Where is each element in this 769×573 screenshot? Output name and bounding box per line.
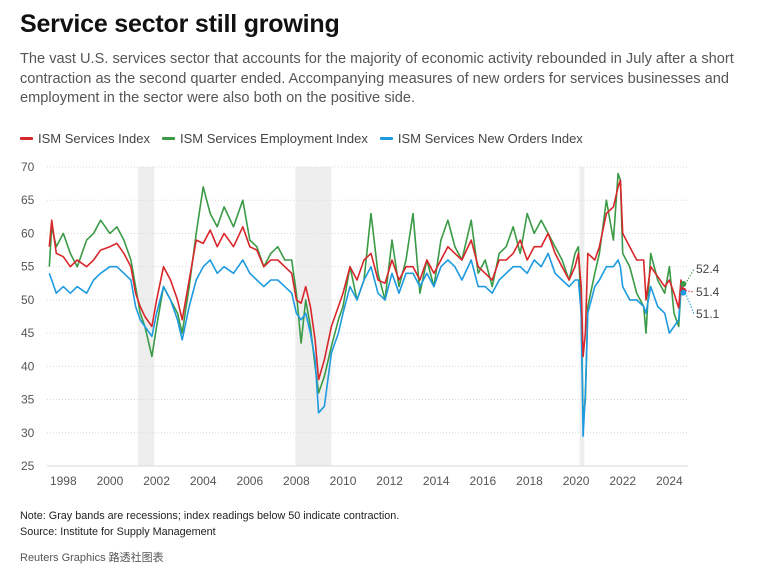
x-axis-tick-labels: 1998 2000 2002 2004 2006 2008 2010 2012 2014 2016… [50,474,683,488]
legend-item-new-orders: ISM Services New Orders Index [379,131,583,146]
recession-band-1 [137,167,155,466]
x-tick-label-2020: 2020 [563,474,590,488]
legend-item-employment: ISM Services Employment Index [162,131,368,146]
y-tick-label-55: 55 [21,260,35,274]
x-tick-label-2022: 2022 [609,474,636,488]
series-line-services [48,179,685,381]
x-tick-label-1998: 1998 [50,474,77,488]
y-tick-label-70: 70 [21,160,35,174]
chart-note: Note: Gray bands are recessions; index r… [20,510,400,522]
recession-bands [137,167,585,466]
end-value-labels: 51.4 52.4 51.1 [680,262,720,321]
end-leader-services [685,290,695,293]
legend-swatch-new-orders [379,137,393,140]
y-tick-label-65: 65 [21,193,35,207]
legend-label-employment: ISM Services Employment Index [180,131,368,146]
end-label-services: 51.4 [696,285,720,299]
x-tick-label-2012: 2012 [376,474,403,488]
y-tick-label-45: 45 [21,326,35,340]
series-line-employment [48,172,685,421]
legend: ISM Services Index ISM Services Employme… [20,131,583,146]
y-tick-label-60: 60 [21,226,35,240]
line-chart: 25 30 35 40 45 50 55 60 65 70 1998 2000 2002 2004 200… [21,160,720,488]
x-tick-label-2016: 2016 [470,474,497,488]
legend-swatch-employment [162,137,175,140]
x-tick-label-2008: 2008 [283,474,310,488]
series-line-new-orders [48,252,685,437]
x-tick-label-2018: 2018 [516,474,543,488]
legend-swatch-services [20,137,33,140]
x-tick-label-2002: 2002 [143,474,170,488]
y-tick-label-40: 40 [21,359,35,373]
end-dot-employment [680,280,687,287]
y-tick-label-25: 25 [21,459,35,473]
x-tick-label-2024: 2024 [656,474,683,488]
x-tick-label-2004: 2004 [190,474,217,488]
x-tick-label-2010: 2010 [330,474,357,488]
y-axis-tick-labels: 25 30 35 40 45 50 55 60 65 70 [21,160,35,473]
x-tick-label-2000: 2000 [97,474,124,488]
end-leader-employment [684,268,695,285]
y-tick-label-30: 30 [21,426,35,440]
series-lines [48,172,685,437]
end-leader-new-orders [684,292,695,315]
chart-source: Source: Institute for Supply Management [20,526,216,538]
y-tick-label-35: 35 [21,393,35,407]
recession-band-2 [295,167,332,466]
end-label-new-orders: 51.1 [696,307,720,321]
x-tick-label-2006: 2006 [236,474,263,488]
chart-title: Service sector still growing [20,10,340,38]
end-dot-new-orders [680,289,687,296]
end-label-employment: 52.4 [696,262,720,276]
chart-subtitle: The vast U.S. services sector that accou… [20,51,734,106]
y-tick-label-50: 50 [21,293,35,307]
graphics-credit: Reuters Graphics 路透社图表 [20,552,164,564]
legend-item-services: ISM Services Index [20,131,150,146]
x-tick-label-2014: 2014 [423,474,450,488]
legend-label-new-orders: ISM Services New Orders Index [397,131,583,146]
legend-label-services: ISM Services Index [38,131,150,146]
